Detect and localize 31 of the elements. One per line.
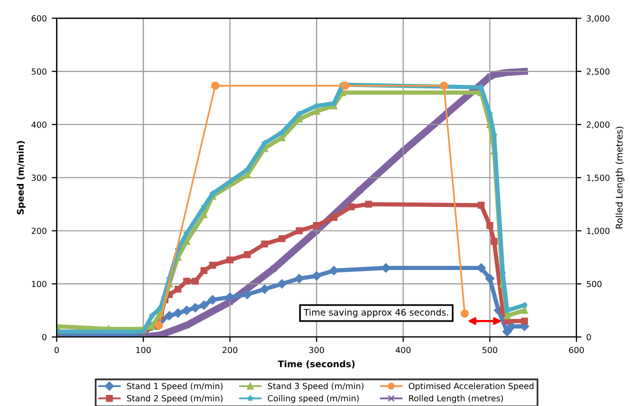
legend-label: Stand 3 Speed (m/min)	[268, 382, 364, 391]
annotation: Time saving approx 46 seconds.	[304, 308, 448, 318]
y2-tick-label: 500	[586, 280, 602, 288]
x-tick-label: 100	[136, 346, 151, 354]
legend-label: Stand 1 Speed (m/min)	[127, 382, 223, 391]
legend-label: Stand 2 Speed (m/min)	[127, 394, 223, 404]
y-tick-label: 500	[32, 68, 46, 75]
y-tick-label: 0	[42, 334, 46, 340]
x-tick-label: 0	[54, 346, 59, 354]
y2-tick-label: 0	[586, 334, 591, 340]
y-axis-title: Speed (m/min)	[16, 141, 26, 214]
x-tick-label: 600	[569, 346, 584, 354]
legend-label: Rolled Length (metres)	[409, 394, 503, 404]
x-tick-label: 200	[222, 346, 238, 354]
x-tick-label: 400	[396, 346, 411, 354]
y-tick-label: 400	[31, 121, 46, 128]
y2-tick-label: 2,500	[586, 68, 610, 76]
legend-label: Optimised Acceleration Speed	[408, 382, 534, 391]
y2-tick-label: 1,500	[587, 174, 610, 182]
y-tick-label: 600	[32, 15, 46, 22]
x-axis-title: Time (seconds)	[278, 360, 355, 368]
y2-tick-label: 3,000	[586, 15, 610, 22]
y-tick-label: 300	[32, 174, 46, 181]
y2-tick-label: 2,000	[586, 121, 610, 129]
y-tick-label: 200	[32, 228, 46, 234]
y2-tick-label: 1,000	[587, 228, 610, 235]
x-tick-label: 300	[309, 346, 324, 354]
y2-axis-title: Rolled Length (metres)	[616, 126, 624, 228]
y-tick-label: 100	[32, 280, 46, 288]
legend-label: Coiling speed (m/min)	[268, 394, 359, 404]
x-tick-label: 500	[482, 346, 498, 354]
